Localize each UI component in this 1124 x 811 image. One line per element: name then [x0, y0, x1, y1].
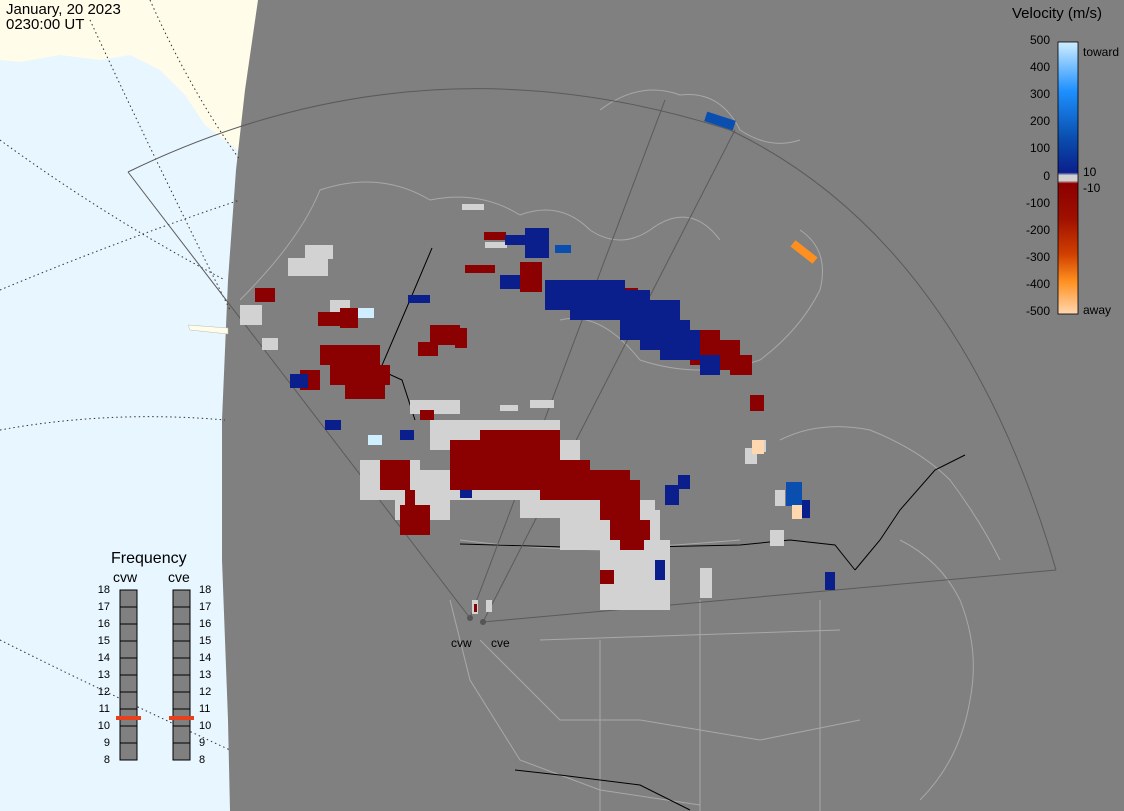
neg-min-label: -10: [1083, 181, 1101, 195]
site-label-cve: cve: [491, 636, 510, 650]
velocity-tick: 300: [1029, 87, 1050, 102]
frequency-scale-cve: 15: [199, 635, 212, 647]
frequency-scale-cve: 14: [199, 652, 212, 664]
velocity-colorbar: [1057, 41, 1079, 315]
frequency-scale-cve: 12: [199, 686, 212, 698]
frequency-scale-cvw: 18: [97, 584, 110, 596]
coastlines: [239, 89, 1001, 811]
velocity-tick: 100: [1029, 141, 1050, 156]
frequency-scale-cve: 9: [199, 737, 206, 749]
velocity-tick: -300: [1025, 249, 1050, 264]
frequency-scale-cvw: 12: [97, 686, 110, 698]
frequency-scale-cvw: 14: [97, 652, 110, 664]
toward-label: toward: [1083, 45, 1120, 59]
frequency-scale-cve: 8: [199, 754, 206, 766]
frequency-scale-cve: 17: [199, 601, 212, 613]
frequency-scale-cvw: 8: [103, 754, 110, 766]
frequency-scale-cve: 18: [199, 584, 212, 596]
radar-fov: [127, 88, 1057, 623]
velocity-tick: 400: [1029, 60, 1050, 75]
velocity-legend-title: Velocity (m/s): [1012, 5, 1103, 22]
velocity-tick: -500: [1025, 304, 1050, 318]
velocity-tick: -400: [1025, 276, 1050, 291]
graticule: [0, 0, 241, 751]
frequency-radar-cve: cve: [168, 569, 190, 585]
map-date: January, 20 2023: [6, 1, 121, 18]
velocity-tick: 200: [1029, 114, 1050, 129]
pos-min-label: 10: [1083, 165, 1097, 179]
frequency-title: Frequency: [111, 550, 187, 567]
frequency-scale-cve: 13: [199, 669, 212, 681]
cve-frequency-marker: [169, 716, 194, 720]
velocity-cells: [240, 111, 835, 625]
frequency-scale-cvw: 11: [98, 703, 110, 715]
velocity-tick: 500: [1029, 33, 1050, 47]
frequency-scale-cve: 11: [199, 703, 211, 715]
frequency-scale-cve: 16: [199, 618, 212, 630]
velocity-tick: 0: [1043, 168, 1050, 183]
frequency-scale-cvw: 9: [103, 737, 110, 749]
frequency-scale-cvw: 15: [97, 635, 110, 647]
frequency-scale-cvw: 16: [97, 618, 110, 630]
away-label: away: [1083, 303, 1112, 317]
map-time: 0230:00 UT: [6, 16, 85, 33]
velocity-tick: -200: [1025, 222, 1050, 237]
frequency-scale-cve: 10: [199, 720, 212, 732]
frequency-radar-cvw: cvw: [113, 569, 138, 585]
frequency-scale-cvw: 10: [97, 720, 110, 732]
cvw-frequency-marker: [116, 716, 141, 720]
site-label-cvw: cvw: [451, 636, 472, 650]
velocity-tick: -100: [1025, 195, 1050, 210]
frequency-scale-cvw: 17: [97, 601, 110, 613]
frequency-scale-cvw: 13: [97, 669, 110, 681]
